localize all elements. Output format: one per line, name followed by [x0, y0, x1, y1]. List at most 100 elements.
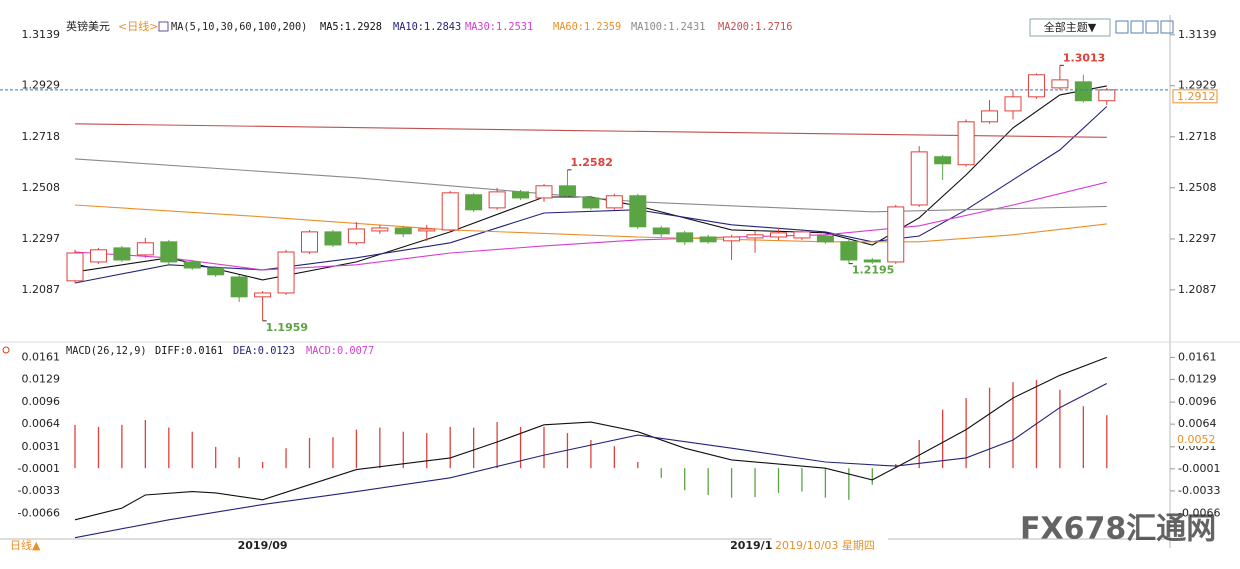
ma-indicator: MA(5,10,30,60,100,200)	[171, 21, 307, 33]
candle-body	[816, 235, 834, 243]
legend-entry: MA200:1.2716	[718, 21, 792, 33]
period-switch[interactable]: 日线▲	[10, 538, 41, 552]
x-tick-label: 2019/10	[730, 539, 780, 552]
candle-body	[887, 206, 905, 263]
cursor-date: 2019/10/03 星期四	[775, 539, 875, 552]
y-tick-label-left: 0.0031	[22, 440, 61, 453]
legend-entry: MA5:1.2928	[320, 21, 382, 33]
y-tick-label-right: 1.2718	[1178, 130, 1217, 143]
y-tick-label-left: 1.2508	[22, 181, 61, 194]
candle-body	[89, 249, 107, 263]
candle-body	[394, 227, 412, 235]
y-tick-label-left: 1.2929	[22, 79, 61, 92]
candle-body	[512, 191, 530, 199]
candle-body	[605, 195, 623, 209]
candle-body	[160, 241, 178, 263]
candle-body	[1051, 79, 1069, 89]
candle-body	[699, 236, 717, 243]
y-tick-label-right: 0.0064	[1178, 417, 1217, 430]
candle-body	[863, 259, 881, 263]
candle-body	[324, 231, 342, 246]
theme-button[interactable]	[1029, 18, 1111, 37]
symbol-title: 英镑美元	[66, 19, 110, 33]
watermark: FX678汇通网	[1020, 512, 1216, 547]
y-tick-label-right: 0.0129	[1178, 372, 1217, 385]
y-tick-label-left: 1.2087	[22, 283, 61, 296]
settings-icon[interactable]	[2, 346, 10, 354]
legend-entry: MACD:0.0077	[306, 345, 374, 357]
cursor-date-box	[772, 538, 888, 553]
candle-body	[418, 228, 436, 232]
last-price-label: 1.2912	[1177, 90, 1216, 103]
last-price-box	[1172, 89, 1218, 104]
candle-body	[183, 261, 201, 269]
indicator-line	[74, 85, 1107, 281]
candle-body	[136, 242, 154, 256]
x-tick-label: 2019/09	[238, 539, 288, 552]
legend-entry: DEA:0.0123	[233, 345, 295, 357]
candle-body	[910, 151, 928, 206]
indicator-line	[74, 356, 1107, 521]
y-tick-label-right: 0.0161	[1178, 350, 1217, 363]
candle-body	[676, 232, 694, 243]
candle-body	[582, 197, 600, 209]
y-tick-label-left: 1.2718	[22, 130, 61, 143]
candle-body	[558, 185, 576, 197]
y-tick-label-left: -0.0033	[18, 484, 60, 497]
extreme-label: 1.2195	[852, 264, 894, 277]
indicator-line	[74, 181, 1107, 271]
candle-body	[957, 121, 975, 166]
candle-body	[277, 251, 295, 294]
y-tick-label-left: 0.0161	[22, 350, 61, 363]
extreme-label: 1.3013	[1063, 51, 1105, 64]
y-tick-label-left: 1.3139	[22, 28, 61, 41]
legend-entry: DIFF:0.0161	[155, 345, 223, 357]
extreme-label: 1.1959	[266, 321, 308, 334]
legend-entry: MA60:1.2359	[553, 21, 621, 33]
candle-body	[1027, 74, 1045, 98]
y-tick-label-left: 1.2297	[22, 232, 61, 245]
candle-body	[441, 192, 459, 231]
indicator-line	[74, 383, 1108, 539]
theme-button-label[interactable]: 全部主题▼	[1044, 20, 1097, 34]
candle-body	[629, 195, 647, 228]
candle-body	[230, 276, 248, 298]
candle-body	[488, 191, 506, 209]
candle-body	[66, 252, 84, 282]
y-tick-label-right: 1.2297	[1178, 232, 1217, 245]
y-tick-label-right: -0.0001	[1178, 462, 1220, 475]
period-label: <日线>	[118, 19, 158, 33]
candle-body	[793, 231, 811, 239]
cursor-value: 0.0052	[1177, 433, 1216, 446]
candle-body	[347, 228, 365, 244]
candle-body	[254, 292, 272, 298]
extreme-label: 1.2582	[570, 156, 612, 169]
candle-body	[1004, 96, 1022, 112]
y-tick-label-right: -0.0066	[1178, 507, 1220, 520]
y-tick-label-right: -0.0033	[1178, 484, 1220, 497]
y-tick-label-left: -0.0066	[18, 507, 60, 520]
indicator-line	[74, 123, 1107, 138]
candle-body	[465, 194, 483, 211]
y-tick-label-right: 0.0096	[1178, 395, 1217, 408]
y-tick-label-right: 1.2508	[1178, 181, 1217, 194]
candle-body	[652, 227, 670, 235]
y-tick-label-left: 0.0129	[22, 372, 61, 385]
legend-entry: MA10:1.2843	[393, 21, 461, 33]
y-tick-label-right: 1.3139	[1178, 28, 1217, 41]
candle-body	[1074, 81, 1092, 102]
candle-body	[981, 110, 999, 123]
legend-entry: MA100:1.2431	[631, 21, 705, 33]
cursor-value-box	[1173, 433, 1217, 446]
y-tick-label-right: 1.2929	[1178, 79, 1217, 92]
candle-body	[934, 156, 952, 165]
ma-icon	[158, 21, 169, 32]
candle-body	[301, 231, 318, 253]
y-tick-label-left: 0.0096	[22, 395, 61, 408]
candle-body	[746, 234, 764, 239]
y-tick-label-left: 0.0064	[22, 417, 61, 430]
macd-title: MACD(26,12,9)	[66, 345, 147, 357]
toolbar-icons[interactable]	[1115, 20, 1174, 34]
candle-body	[723, 236, 741, 242]
